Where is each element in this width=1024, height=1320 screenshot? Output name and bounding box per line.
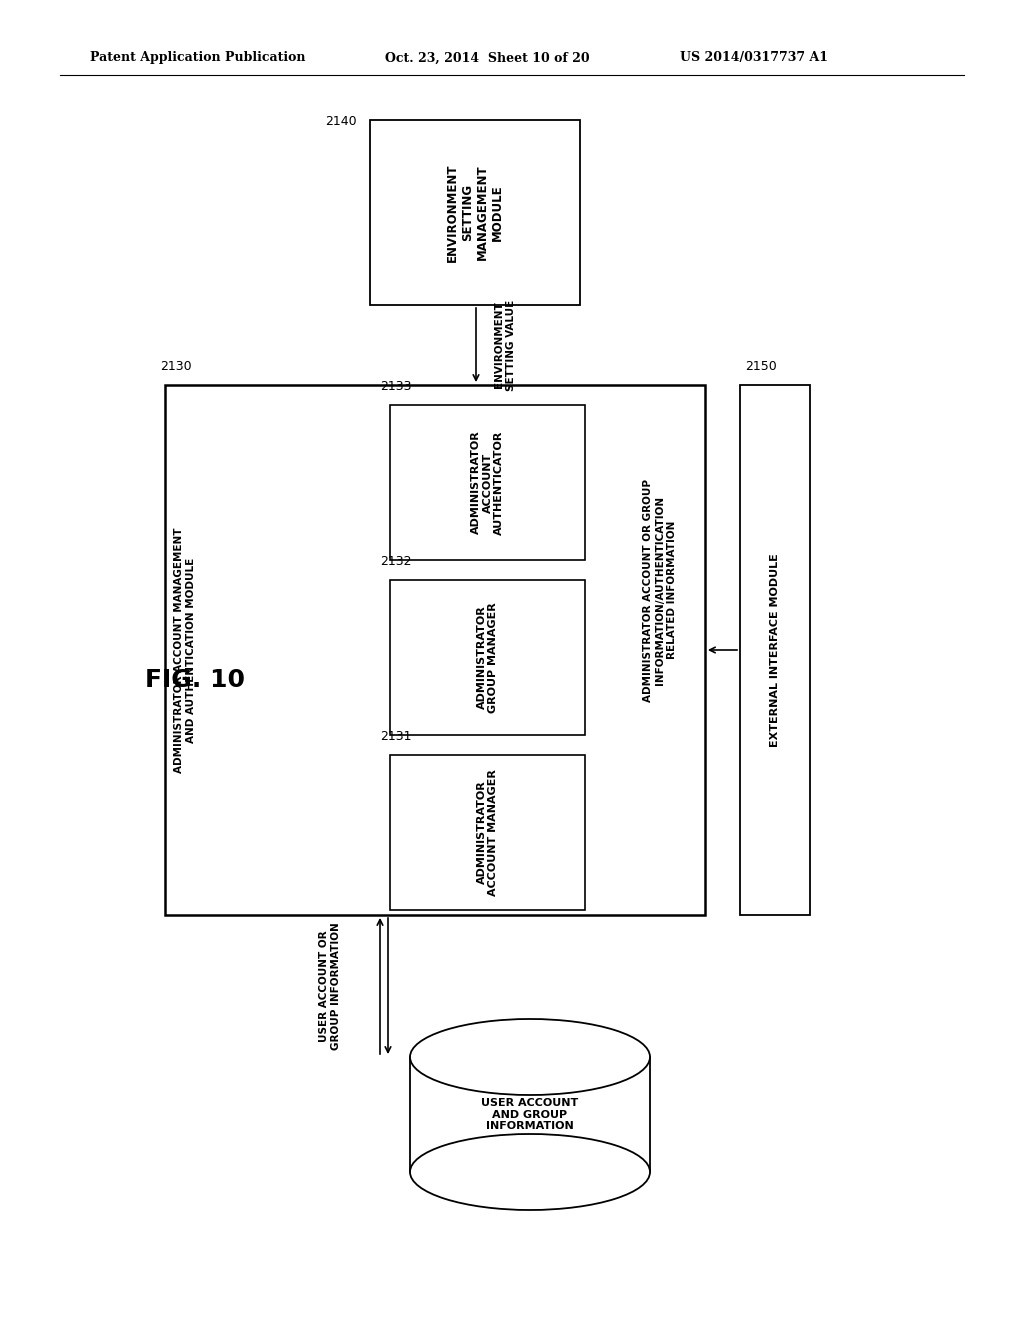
Ellipse shape xyxy=(410,1134,650,1210)
Text: US 2014/0317737 A1: US 2014/0317737 A1 xyxy=(680,51,828,65)
Bar xyxy=(390,579,585,735)
Text: ADMINISTRATOR ACCOUNT MANAGEMENT
AND AUTHENTICATION MODULE: ADMINISTRATOR ACCOUNT MANAGEMENT AND AUT… xyxy=(174,527,196,772)
Text: EXTERNAL INTERFACE MODULE: EXTERNAL INTERFACE MODULE xyxy=(770,553,780,747)
Text: 2150: 2150 xyxy=(745,360,777,374)
Text: 2132: 2132 xyxy=(380,554,412,568)
Text: FIG. 10: FIG. 10 xyxy=(145,668,245,692)
Bar xyxy=(165,385,705,915)
Text: USER ACCOUNT
AND GROUP
INFORMATION: USER ACCOUNT AND GROUP INFORMATION xyxy=(481,1098,579,1131)
Text: ADMINISTRATOR ACCOUNT OR GROUP
INFORMATION/AUTHENTICATION
RELATED INFORMATION: ADMINISTRATOR ACCOUNT OR GROUP INFORMATI… xyxy=(643,479,677,701)
Text: 2140: 2140 xyxy=(325,115,356,128)
Text: ADMINISTRATOR
GROUP MANAGER: ADMINISTRATOR GROUP MANAGER xyxy=(477,602,499,713)
Text: 2130: 2130 xyxy=(160,360,191,374)
Text: ADMINISTRATOR
ACCOUNT
AUTHENTICATOR: ADMINISTRATOR ACCOUNT AUTHENTICATOR xyxy=(471,430,504,535)
Bar xyxy=(370,120,580,305)
Bar xyxy=(740,385,810,915)
Text: 2133: 2133 xyxy=(380,380,412,393)
Text: ADMINISTRATOR
ACCOUNT MANAGER: ADMINISTRATOR ACCOUNT MANAGER xyxy=(477,770,499,896)
Text: Oct. 23, 2014  Sheet 10 of 20: Oct. 23, 2014 Sheet 10 of 20 xyxy=(385,51,590,65)
Text: USER ACCOUNT OR
GROUP INFORMATION: USER ACCOUNT OR GROUP INFORMATION xyxy=(319,923,341,1049)
Bar xyxy=(390,755,585,909)
Text: ENVIRONMENT
SETTING VALUE: ENVIRONMENT SETTING VALUE xyxy=(495,300,516,391)
Bar xyxy=(390,405,585,560)
Ellipse shape xyxy=(410,1019,650,1096)
Text: ENVIRONMENT
SETTING
MANAGEMENT
MODULE: ENVIRONMENT SETTING MANAGEMENT MODULE xyxy=(446,164,504,261)
Text: 2131: 2131 xyxy=(380,730,412,743)
Text: Patent Application Publication: Patent Application Publication xyxy=(90,51,305,65)
Bar xyxy=(410,1057,650,1172)
